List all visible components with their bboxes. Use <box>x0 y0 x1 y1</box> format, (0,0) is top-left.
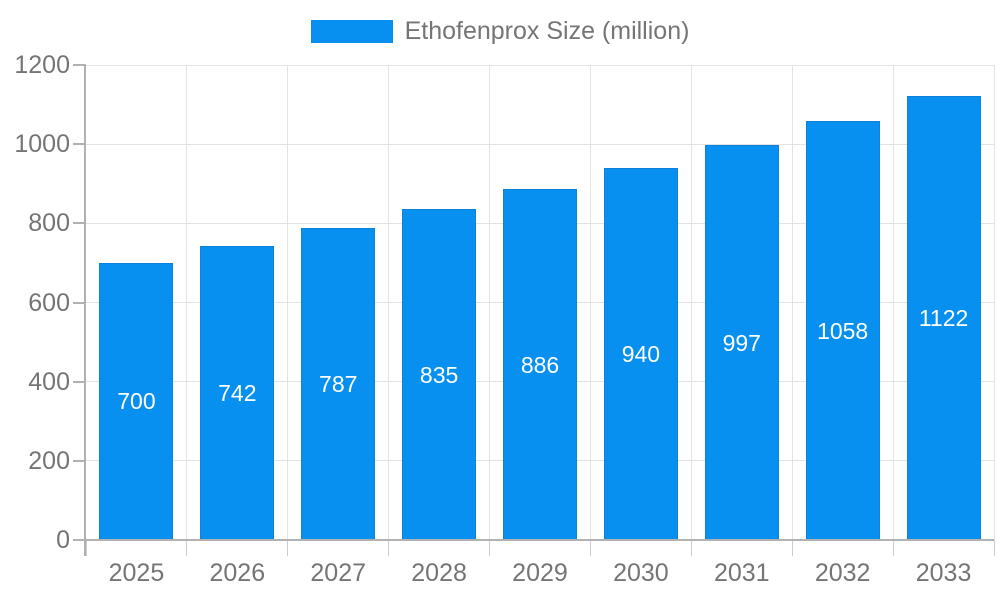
y-axis-label: 0 <box>56 526 70 554</box>
y-axis-label: 600 <box>28 288 70 317</box>
v-gridline <box>186 65 188 540</box>
x-tick <box>186 540 188 556</box>
x-tick <box>388 540 390 556</box>
v-gridline <box>993 65 995 540</box>
x-tick <box>85 540 87 556</box>
y-tick <box>73 301 86 304</box>
bar-value-label: 1122 <box>918 304 969 331</box>
bar-value-label: 700 <box>117 388 156 415</box>
v-gridline <box>892 65 894 540</box>
v-gridline <box>489 65 491 540</box>
x-axis-label: 2030 <box>613 559 669 587</box>
y-axis-label: 1000 <box>14 130 70 159</box>
x-tick <box>690 540 692 556</box>
x-axis-label: 2026 <box>209 559 266 587</box>
x-tick <box>892 540 894 556</box>
x-axis-label: 2031 <box>713 559 770 587</box>
bar[interactable] <box>906 95 981 540</box>
y-axis-line <box>84 65 86 556</box>
x-axis-label: 2033 <box>915 559 972 587</box>
h-gridline <box>86 64 994 66</box>
bar[interactable] <box>301 228 376 540</box>
v-gridline <box>791 65 793 540</box>
bar-value-label: 997 <box>722 329 761 356</box>
v-gridline <box>589 65 591 540</box>
y-axis-label: 1200 <box>14 51 70 79</box>
v-gridline <box>388 65 390 540</box>
y-tick <box>73 459 86 462</box>
legend-swatch <box>310 19 393 43</box>
x-axis-label: 2028 <box>411 559 467 587</box>
bar-value-label: 886 <box>520 351 560 378</box>
x-tick <box>589 540 591 556</box>
x-axis-label: 2027 <box>310 559 367 587</box>
legend-item[interactable]: Ethofenprox Size (million) <box>310 16 690 46</box>
h-gridline <box>86 143 994 145</box>
x-axis-line <box>84 539 994 541</box>
legend-label: Ethofenprox Size (million) <box>404 16 690 45</box>
y-tick <box>73 380 86 383</box>
v-gridline <box>690 65 692 540</box>
x-tick <box>287 540 289 556</box>
bar-value-label: 1058 <box>817 317 869 344</box>
bar[interactable] <box>99 262 174 540</box>
y-axis-label: 800 <box>28 209 70 238</box>
y-axis-label: 400 <box>28 367 70 396</box>
y-tick <box>73 143 86 146</box>
y-tick <box>73 222 86 225</box>
x-axis-label: 2029 <box>512 559 568 587</box>
x-axis-label: 2032 <box>814 559 871 587</box>
bar-value-label: 787 <box>319 371 358 398</box>
bar-value-label: 742 <box>218 380 257 407</box>
legend: Ethofenprox Size (million) <box>0 16 1000 46</box>
x-tick <box>791 540 793 556</box>
bar[interactable] <box>704 145 779 540</box>
y-axis-label: 200 <box>28 446 70 475</box>
bar[interactable] <box>503 189 577 540</box>
y-tick <box>73 64 86 66</box>
bar[interactable] <box>402 209 477 540</box>
x-tick <box>993 540 995 556</box>
bar-value-label: 940 <box>621 340 661 367</box>
x-axis-label: 2025 <box>108 559 165 587</box>
v-gridline <box>287 65 289 540</box>
x-tick <box>489 540 491 556</box>
bar-value-label: 835 <box>419 361 459 388</box>
y-tick <box>73 539 86 541</box>
bar[interactable] <box>805 121 880 540</box>
bar[interactable] <box>603 167 678 540</box>
